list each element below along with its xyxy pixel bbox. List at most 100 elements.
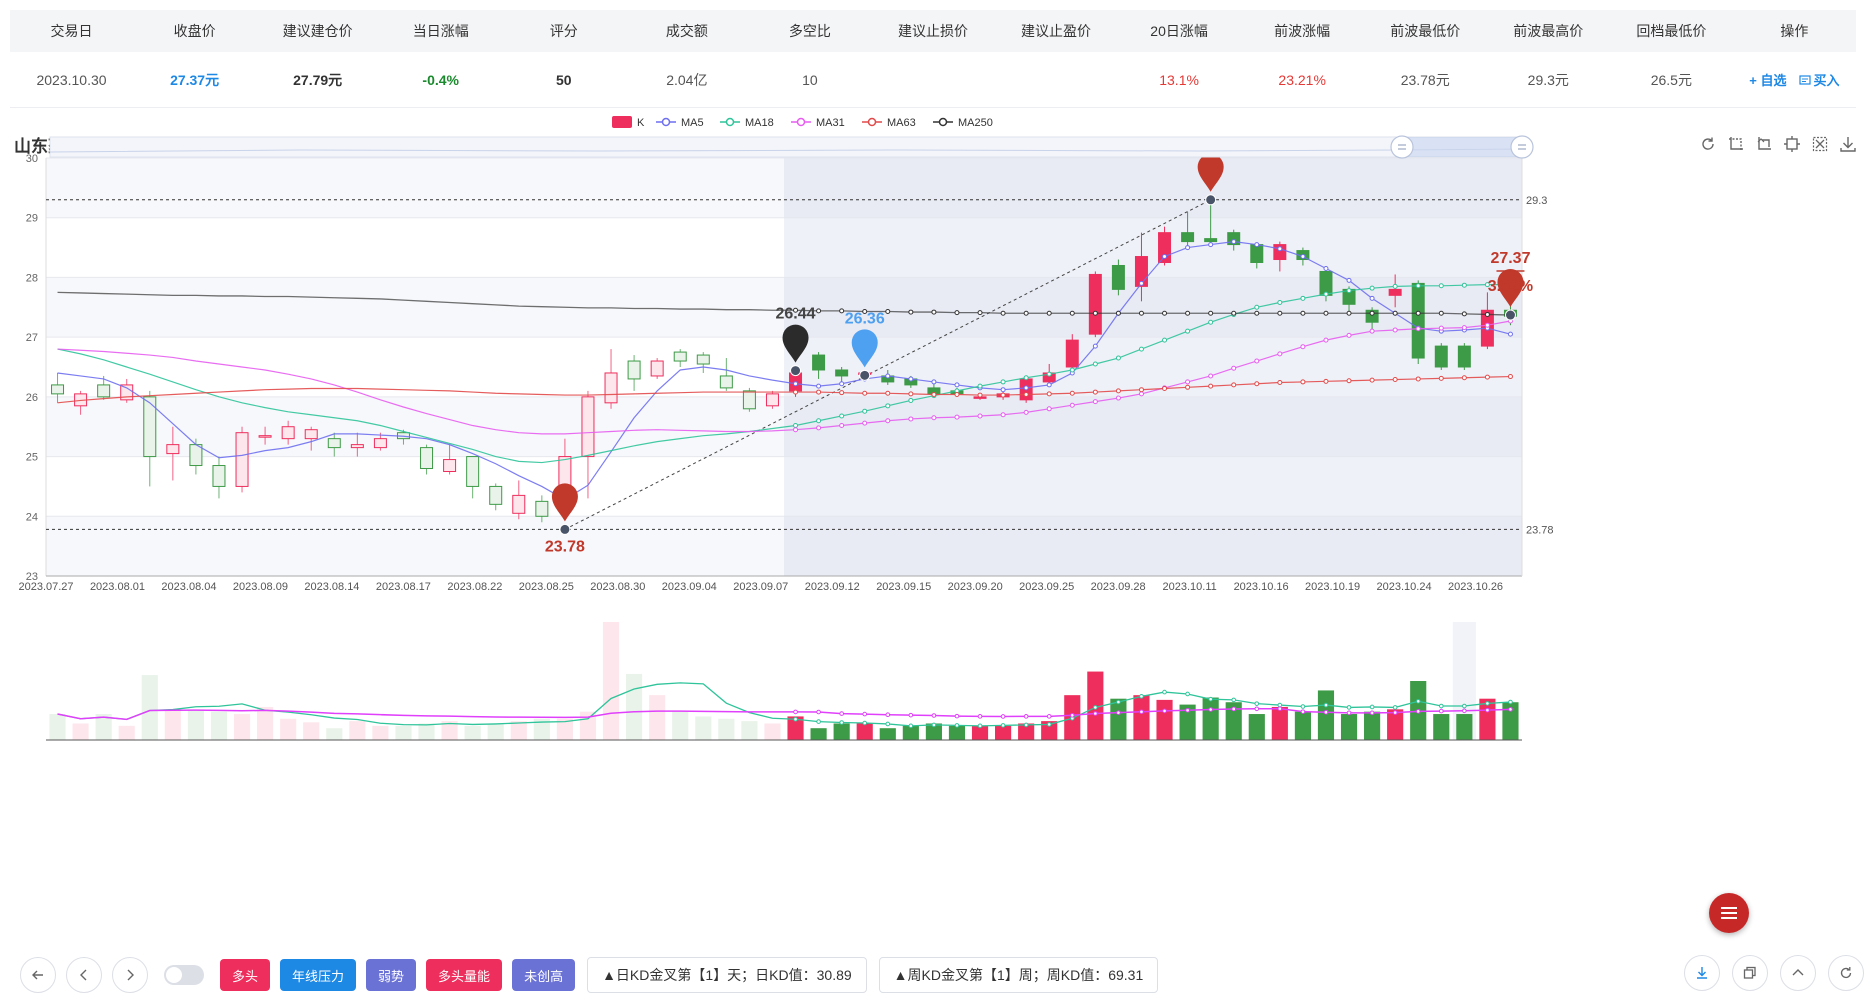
cell-prev-wave-high: 29.3元 bbox=[1527, 71, 1569, 88]
prev-button[interactable] bbox=[66, 957, 102, 993]
ma-point bbox=[1046, 310, 1052, 316]
volume-bar bbox=[902, 725, 919, 740]
ma-point bbox=[1392, 310, 1398, 316]
volume-bar bbox=[1340, 714, 1358, 740]
legend-item[interactable]: MA250 bbox=[933, 117, 993, 129]
ma-point bbox=[816, 425, 822, 431]
volume-bar bbox=[1387, 709, 1404, 740]
candle-body bbox=[1065, 339, 1079, 368]
ma-point bbox=[977, 413, 983, 419]
volume-bar bbox=[464, 725, 481, 740]
volume-ma-point bbox=[1369, 704, 1375, 710]
legend-item[interactable]: MA63 bbox=[862, 117, 916, 129]
signal-tag[interactable]: 多头 bbox=[220, 959, 271, 991]
header-cell: 前波涨幅 bbox=[1274, 23, 1331, 39]
x-tick-label: 2023.08.22 bbox=[447, 581, 502, 593]
ma-point bbox=[1208, 373, 1214, 379]
signal-tag[interactable]: 弱势 bbox=[366, 959, 417, 991]
volume-ma-point bbox=[1208, 707, 1213, 712]
volume-ma-point bbox=[1093, 705, 1098, 710]
refresh-icon[interactable] bbox=[1698, 134, 1718, 154]
volume-ma-point bbox=[1438, 708, 1444, 714]
candle-body bbox=[489, 485, 503, 505]
ma-point bbox=[1185, 379, 1191, 385]
ma-point bbox=[908, 376, 914, 382]
ma-point bbox=[1208, 383, 1214, 389]
legend-item[interactable]: MA5 bbox=[656, 117, 704, 129]
cell-ratio: 10 bbox=[802, 71, 818, 88]
ma-point bbox=[1323, 378, 1329, 384]
legend-swatch bbox=[612, 116, 632, 128]
ma-point bbox=[1162, 337, 1168, 343]
volume-bar bbox=[1456, 714, 1473, 740]
x-tick-label: 2023.10.11 bbox=[1163, 581, 1217, 593]
candle-body bbox=[1388, 288, 1402, 296]
ma-point bbox=[1069, 390, 1075, 396]
ma-point bbox=[839, 390, 845, 396]
volume-bar bbox=[1271, 706, 1288, 740]
ma-point bbox=[1138, 387, 1144, 393]
zoom-reset-icon[interactable] bbox=[1754, 134, 1774, 154]
volume-bar bbox=[187, 709, 204, 740]
ma-point bbox=[1438, 310, 1444, 316]
ma-point bbox=[1300, 344, 1306, 350]
zoom-slider-handle[interactable] bbox=[1510, 135, 1534, 159]
next-button[interactable] bbox=[112, 957, 148, 993]
add-watchlist-button[interactable]: + 自选 bbox=[1749, 73, 1787, 88]
ma-point bbox=[1023, 409, 1029, 415]
export-button[interactable] bbox=[1684, 955, 1720, 991]
ma-point bbox=[1300, 254, 1306, 260]
legend-label: MA18 bbox=[745, 117, 774, 129]
brush-select-icon[interactable] bbox=[1810, 134, 1830, 154]
toggle-switch[interactable] bbox=[164, 965, 204, 985]
candle-body bbox=[1365, 309, 1379, 323]
reload-button[interactable] bbox=[1828, 955, 1864, 991]
volume-ma-point bbox=[931, 722, 937, 728]
ma-point bbox=[793, 423, 799, 429]
menu-button[interactable] bbox=[1709, 893, 1749, 933]
ma-point bbox=[1208, 310, 1214, 316]
restore-icon[interactable] bbox=[1782, 134, 1802, 154]
volume-bar bbox=[764, 723, 781, 740]
ma-point bbox=[1185, 384, 1191, 390]
buy-button[interactable]: 买入 bbox=[1798, 70, 1840, 89]
zoom-slider-window bbox=[1402, 137, 1522, 157]
volume-ma-point bbox=[1254, 706, 1260, 712]
marker-dot bbox=[790, 365, 802, 377]
legend-item[interactable]: K bbox=[612, 116, 645, 129]
signal-tag[interactable]: 多头量能 bbox=[426, 959, 503, 991]
legend-item[interactable]: MA31 bbox=[791, 117, 845, 129]
x-tick-label: 2023.08.30 bbox=[590, 581, 645, 593]
volume-ma-point bbox=[1162, 708, 1167, 714]
back-button[interactable] bbox=[20, 957, 56, 993]
ma-point bbox=[1208, 319, 1214, 325]
volume-ma-point bbox=[954, 723, 960, 728]
volume-bar bbox=[441, 721, 458, 740]
trend-line bbox=[564, 199, 1211, 530]
candle-body bbox=[1204, 238, 1218, 243]
ma-point bbox=[1115, 355, 1121, 361]
signal-tag[interactable]: 年线压力 bbox=[280, 959, 357, 991]
ma-point bbox=[1461, 325, 1467, 331]
legend-item[interactable]: MA18 bbox=[720, 117, 774, 129]
buy-icon bbox=[1798, 74, 1811, 85]
scroll-top-button[interactable] bbox=[1780, 955, 1816, 991]
ma-point bbox=[908, 391, 914, 397]
legend-label: MA31 bbox=[816, 117, 845, 129]
zoom-slider-handle[interactable] bbox=[1390, 135, 1414, 159]
volume-ma-point bbox=[1000, 714, 1006, 719]
ma-point bbox=[1023, 375, 1029, 381]
x-tick-label: 2023.09.12 bbox=[805, 581, 860, 593]
x-tick-label: 2023.09.20 bbox=[948, 581, 1003, 593]
ma-point bbox=[1069, 310, 1075, 316]
copy-button[interactable] bbox=[1732, 955, 1768, 991]
ma-point bbox=[1254, 310, 1260, 316]
header-cell: 成交额 bbox=[665, 23, 708, 39]
signal-tag[interactable]: 未创高 bbox=[512, 959, 576, 991]
zoom-select-icon[interactable] bbox=[1726, 134, 1746, 154]
download-icon[interactable] bbox=[1838, 134, 1858, 154]
volume-bar bbox=[395, 725, 412, 740]
ma-point bbox=[1000, 379, 1006, 385]
candle-body bbox=[673, 351, 687, 362]
ma-point bbox=[1092, 310, 1098, 316]
